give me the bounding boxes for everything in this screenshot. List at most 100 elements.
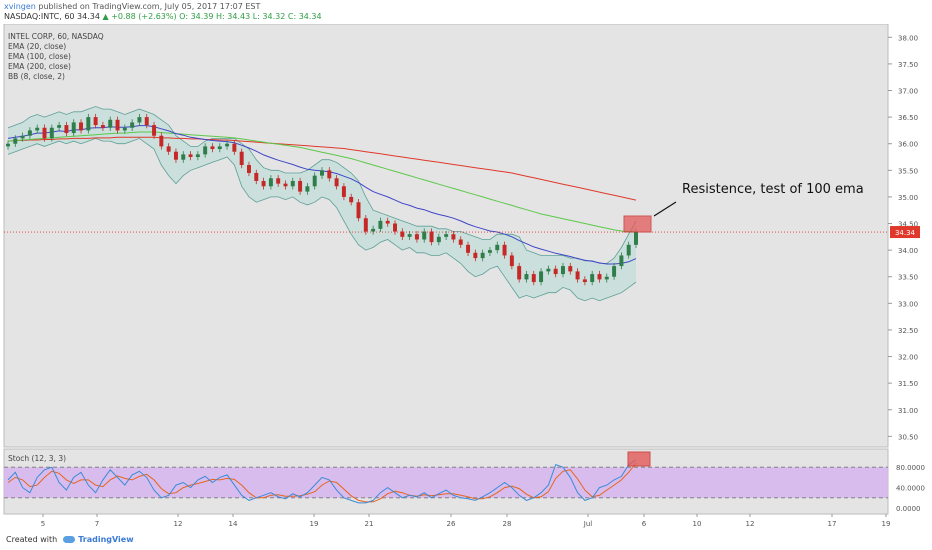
candle-body	[619, 255, 624, 267]
candle-body	[159, 135, 164, 147]
candle-body	[6, 143, 10, 147]
candle-body	[546, 268, 551, 272]
candle-body	[246, 165, 251, 173]
ohlc-low: L: 34.32	[252, 12, 286, 21]
bb-lower-line	[7, 137, 637, 302]
candle-body	[232, 143, 237, 152]
candle-body	[371, 228, 376, 232]
date-tick-label: 12	[746, 520, 755, 528]
legend-bb[interactable]: BB (8, close, 2)	[8, 72, 65, 81]
stoch-tick-label: 80.0000	[896, 464, 925, 472]
candle-body	[298, 180, 303, 192]
candle-body	[166, 146, 171, 152]
price-tag-label: 34.34	[895, 229, 916, 237]
candle-body	[422, 231, 427, 240]
candle-body	[64, 125, 69, 134]
candle-body	[458, 239, 463, 245]
candle-body	[575, 271, 580, 280]
candle-body	[560, 266, 565, 275]
candle-body	[268, 178, 273, 187]
candle-body	[612, 266, 617, 277]
candle-body	[524, 274, 529, 280]
candle-body	[115, 119, 120, 131]
date-tick-label: 19	[310, 520, 319, 528]
candle-body	[495, 244, 500, 251]
price-tick-label: 37.00	[898, 88, 918, 96]
date-tick-label: 28	[503, 520, 512, 528]
price-tick-label: 32.00	[898, 354, 918, 362]
ohlc-open: O: 34.39	[179, 12, 214, 21]
candle-body	[414, 234, 419, 240]
candle-body	[502, 244, 507, 256]
candle-body	[283, 183, 288, 187]
candle-body	[261, 180, 266, 187]
candle-body	[597, 274, 602, 280]
candle-body	[517, 266, 522, 280]
candle-body	[473, 252, 478, 259]
date-tick-label: 21	[365, 520, 374, 528]
ohlc-high: H: 34.43	[216, 12, 251, 21]
date-tick-label: Jul	[583, 520, 593, 528]
price-tick-label: 33.50	[898, 274, 918, 282]
candle-body	[334, 178, 339, 187]
indicator-legend: INTEL CORP, 60, NASDAQ EMA (20, close) E…	[8, 32, 104, 82]
candle-body	[634, 232, 638, 245]
price-tick-label: 31.50	[898, 380, 918, 388]
candle-body	[122, 127, 127, 131]
candle-body	[349, 196, 354, 203]
annotation-text: Resistence, test of 100 ema	[682, 182, 864, 197]
candle-body	[188, 154, 193, 158]
legend-ema100[interactable]: EMA (100, close)	[8, 52, 71, 61]
candle-body	[444, 234, 449, 237]
last-price: 34.34	[77, 12, 100, 21]
date-tick-label: 17	[828, 520, 837, 528]
candle-body	[239, 151, 244, 165]
date-tick-label: 26	[447, 520, 456, 528]
legend-ema200[interactable]: EMA (200, close)	[8, 62, 71, 71]
bollinger-band-fill	[8, 106, 636, 301]
stoch-highlight-box	[627, 451, 651, 467]
candle-body	[466, 244, 471, 253]
candle-body	[100, 125, 105, 128]
publisher-username[interactable]: xvingen	[4, 2, 36, 11]
candle-body	[553, 268, 558, 275]
bb-upper-line	[7, 106, 637, 264]
date-tick-label: 6	[642, 520, 647, 528]
candle-body	[181, 154, 186, 160]
candle-body	[49, 127, 54, 139]
price-tick-label: 36.50	[898, 114, 918, 122]
candle-body	[436, 236, 441, 243]
stoch-tick-label: 40.0000	[896, 485, 925, 493]
candle-body	[217, 146, 222, 150]
price-tick-label: 38.00	[898, 34, 918, 42]
date-tick-label: 19	[882, 520, 891, 528]
symbol-name: NASDAQ:INTC, 60	[4, 12, 75, 21]
candle-body	[152, 125, 157, 136]
candle-body	[254, 172, 259, 181]
candle-body	[203, 146, 208, 155]
date-tick-label: 12	[174, 520, 183, 528]
price-chart[interactable]: 38.00 37.50 37.00 36.50 36.00 35.50 35.00 34.50…	[0, 24, 932, 534]
candle-body	[539, 271, 544, 283]
tradingview-brand[interactable]: TradingView	[78, 535, 134, 544]
candle-body	[195, 154, 200, 158]
candle-body	[79, 122, 84, 131]
candle-body	[531, 274, 536, 283]
candle-body	[35, 127, 40, 131]
candle-body	[487, 250, 492, 253]
legend-ema20[interactable]: EMA (20, close)	[8, 42, 67, 51]
stoch-label[interactable]: Stoch (12, 3, 3)	[8, 454, 67, 463]
candle-body	[320, 170, 324, 176]
footer: Created with TradingView	[6, 535, 134, 544]
candle-body	[86, 117, 91, 131]
ema100-line	[7, 131, 637, 233]
candle-body	[378, 220, 383, 229]
candle-body	[400, 231, 405, 237]
candle-body	[130, 122, 135, 128]
candle-body	[604, 276, 609, 280]
candle-body	[42, 127, 47, 139]
candle-body	[108, 119, 113, 128]
candle-body	[393, 223, 398, 232]
candle-body	[356, 202, 361, 219]
candle-body	[509, 255, 514, 267]
